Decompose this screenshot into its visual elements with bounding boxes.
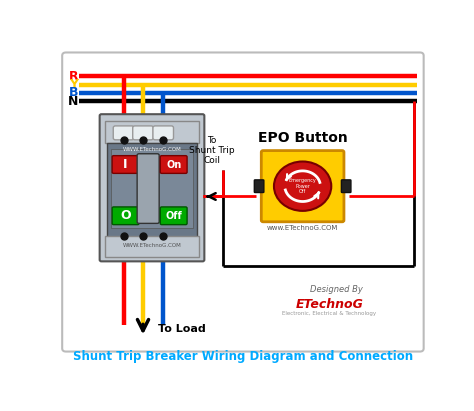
Text: Off: Off (165, 211, 182, 221)
Bar (107, 143, 197, 238)
Bar (105, 236, 199, 256)
Text: Shunt Trip Breaker Wiring Diagram and Connection: Shunt Trip Breaker Wiring Diagram and Co… (73, 351, 413, 363)
Text: Designed By: Designed By (310, 285, 363, 294)
Text: R: R (68, 70, 78, 83)
FancyBboxPatch shape (160, 156, 187, 173)
FancyBboxPatch shape (62, 53, 424, 351)
Bar (110, 149, 193, 228)
FancyBboxPatch shape (160, 207, 187, 225)
Text: To
Shunt Trip
Coil: To Shunt Trip Coil (189, 136, 235, 166)
Text: Emergency
Power
Off: Emergency Power Off (289, 178, 317, 194)
Text: www.ETechnoG.COM: www.ETechnoG.COM (267, 225, 338, 231)
FancyBboxPatch shape (100, 114, 204, 261)
Text: EPO Button: EPO Button (258, 131, 347, 145)
FancyBboxPatch shape (341, 180, 351, 192)
FancyBboxPatch shape (133, 126, 153, 140)
Text: I: I (123, 158, 128, 171)
FancyBboxPatch shape (153, 126, 173, 140)
FancyBboxPatch shape (137, 154, 159, 223)
Text: To Load: To Load (158, 324, 205, 335)
Text: Electronic, Electrical & Technology: Electronic, Electrical & Technology (282, 311, 376, 316)
Text: WWW.ETechnoG.COM: WWW.ETechnoG.COM (123, 243, 182, 248)
Text: WWW.ETechnoG.COM: WWW.ETechnoG.COM (123, 146, 182, 152)
Text: N: N (68, 95, 78, 108)
Circle shape (274, 162, 331, 211)
FancyBboxPatch shape (112, 207, 139, 225)
FancyBboxPatch shape (261, 150, 344, 222)
FancyBboxPatch shape (113, 126, 134, 140)
Text: B: B (68, 86, 78, 99)
Text: On: On (166, 159, 181, 169)
FancyBboxPatch shape (112, 156, 139, 173)
FancyBboxPatch shape (255, 180, 264, 192)
Text: O: O (120, 209, 131, 222)
Bar (105, 120, 199, 143)
Text: Y: Y (69, 78, 78, 91)
Text: ETechnoG: ETechnoG (295, 298, 363, 311)
